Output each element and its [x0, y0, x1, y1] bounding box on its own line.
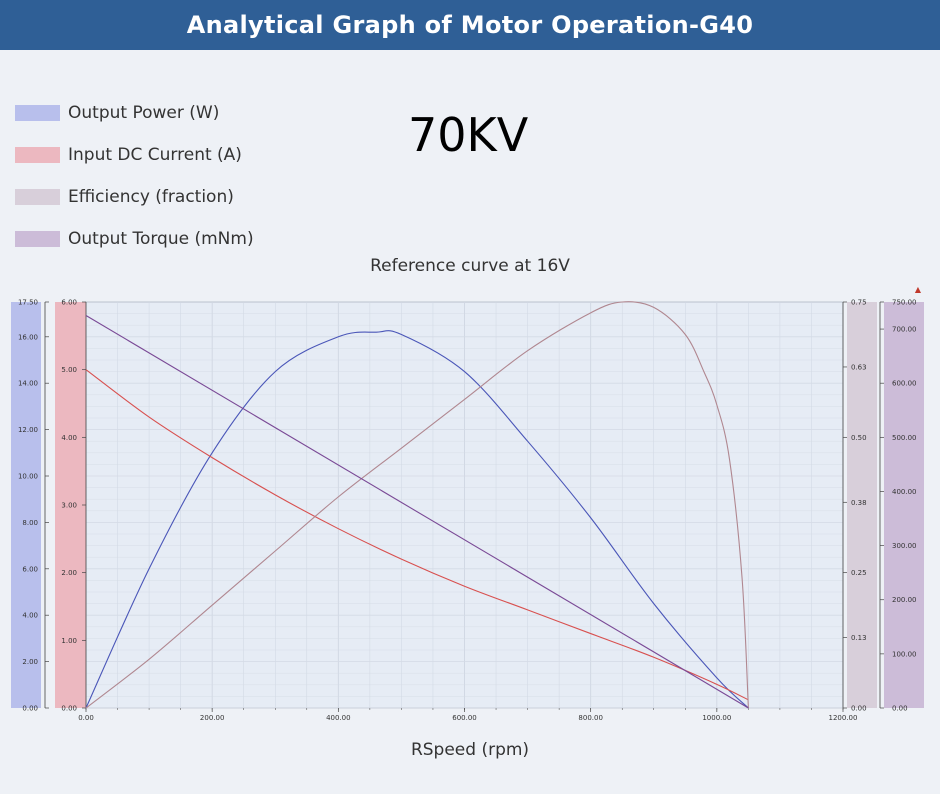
- power-axis-tick-label: 10.00: [18, 473, 38, 481]
- current-axis-tick-label: 3.00: [61, 502, 77, 510]
- efficiency-axis-tick-label: 0.50: [851, 434, 867, 442]
- current-axis-tick-label: 4.00: [61, 434, 77, 442]
- legend-item-output-torque: Output Torque (mNm): [15, 226, 254, 252]
- power-axis-band: [11, 302, 41, 708]
- current-axis-tick-label: 5.00: [61, 366, 77, 374]
- current-axis-tick-label: 2.00: [61, 569, 77, 577]
- legend-swatch-input-current: [15, 147, 60, 163]
- efficiency-axis-tick-label: 0.38: [851, 499, 867, 507]
- page-header: Analytical Graph of Motor Operation-G40: [0, 0, 940, 50]
- efficiency-axis-tick-label: 0.13: [851, 634, 867, 642]
- power-axis-tick-label: 0.00: [22, 705, 38, 713]
- x-axis-tick-label: 0.00: [78, 714, 94, 722]
- torque-axis-tick-label: 600.00: [892, 380, 917, 388]
- efficiency-axis-band: [847, 302, 877, 708]
- torque-axis-tick-label: 500.00: [892, 434, 917, 442]
- kv-rating: 70KV: [408, 108, 529, 162]
- page-title: Analytical Graph of Motor Operation-G40: [186, 11, 754, 39]
- power-axis-tick-label: 8.00: [22, 519, 38, 527]
- efficiency-axis-tick-label: 0.75: [851, 299, 867, 307]
- power-axis-tick-label: 4.00: [22, 612, 38, 620]
- chart-subtitle: Reference curve at 16V: [370, 256, 570, 276]
- x-axis-tick-label: 600.00: [452, 714, 477, 722]
- power-axis-tick-label: 2.00: [22, 658, 38, 666]
- x-axis-tick-label: 800.00: [578, 714, 603, 722]
- current-axis-band: [55, 302, 86, 708]
- power-axis-tick-label: 17.50: [18, 299, 38, 307]
- power-axis-tick-label: 6.00: [22, 565, 38, 573]
- power-axis-tick-label: 16.00: [18, 333, 38, 341]
- up-arrow-marker: ▲: [915, 285, 922, 294]
- power-axis-tick-label: 14.00: [18, 380, 38, 388]
- legend-label-efficiency: Efficiency (fraction): [68, 187, 234, 207]
- x-axis-tick-label: 200.00: [200, 714, 225, 722]
- torque-axis-tick-label: 100.00: [892, 650, 917, 658]
- torque-axis-tick-label: 0.00: [892, 705, 908, 713]
- efficiency-axis-tick-label: 0.63: [851, 363, 867, 371]
- series-line-efficiency-fraction: [85, 301, 749, 709]
- efficiency-axis-tick-label: 0.00: [851, 705, 867, 713]
- legend-item-input-current: Input DC Current (A): [15, 142, 242, 168]
- x-axis-tick-label: 400.00: [326, 714, 351, 722]
- current-axis-tick-label: 1.00: [61, 637, 77, 645]
- series-line-output-torque-mnm: [85, 315, 749, 709]
- legend-label-output-torque: Output Torque (mNm): [68, 229, 254, 249]
- x-axis-label: RSpeed (rpm): [410, 740, 530, 760]
- x-axis-tick-label: 1200.00: [829, 714, 858, 722]
- series-line-output-power-w: [85, 330, 749, 709]
- legend-swatch-output-power: [15, 105, 60, 121]
- current-axis-tick-label: 0.00: [61, 705, 77, 713]
- legend-item-efficiency: Efficiency (fraction): [15, 184, 234, 210]
- legend-label-input-current: Input DC Current (A): [68, 145, 242, 165]
- torque-axis-tick-label: 750.00: [892, 299, 917, 307]
- legend-swatch-output-torque: [15, 231, 60, 247]
- current-axis-tick-label: 6.00: [61, 299, 77, 307]
- x-axis-tick-label: 1000.00: [702, 714, 731, 722]
- torque-axis-band: [884, 302, 924, 708]
- power-axis-tick-label: 12.00: [18, 426, 38, 434]
- legend-label-output-power: Output Power (W): [68, 103, 220, 123]
- efficiency-axis-tick-label: 0.25: [851, 569, 867, 577]
- torque-axis-tick-label: 300.00: [892, 542, 917, 550]
- legend-item-output-power: Output Power (W): [15, 100, 219, 126]
- torque-axis-tick-label: 200.00: [892, 596, 917, 604]
- legend-swatch-efficiency: [15, 189, 60, 205]
- series-line-input-dc-current-a: [85, 369, 749, 701]
- torque-axis-tick-label: 400.00: [892, 488, 917, 496]
- torque-axis-tick-label: 700.00: [892, 326, 917, 334]
